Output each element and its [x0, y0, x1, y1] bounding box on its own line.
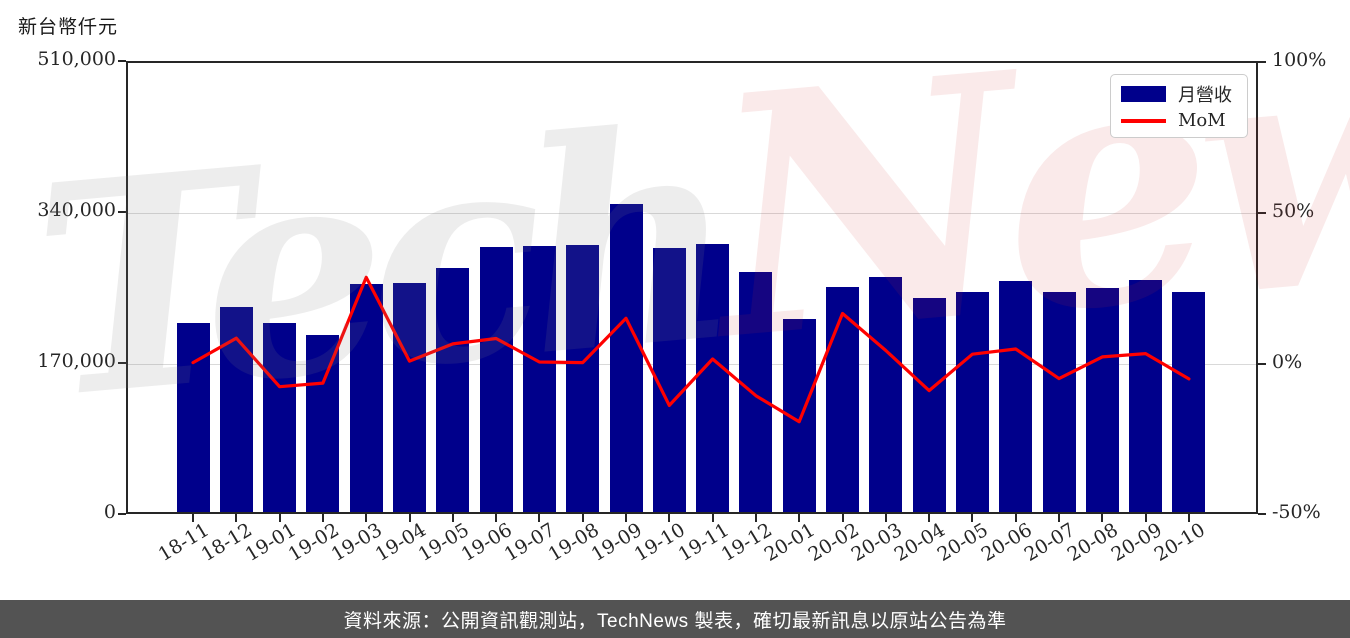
- bottom-tick: [928, 514, 931, 522]
- bottom-tick: [841, 514, 844, 522]
- bottom-tick: [1187, 514, 1190, 522]
- revenue-bar-20-08: [1085, 287, 1119, 514]
- mom-line: [191, 275, 1191, 424]
- bottom-tick: [971, 514, 974, 522]
- revenue-bar-19-05: [436, 267, 470, 514]
- bottom-tick: [408, 514, 411, 522]
- bottom-tick: [538, 514, 541, 522]
- y-axis-title: 新台幣仟元: [18, 17, 119, 38]
- legend-item-revenue: 月營收: [1121, 81, 1237, 107]
- gridline: [126, 212, 1258, 214]
- right-tick-label: -50%: [1272, 501, 1321, 524]
- bottom-tick: [798, 514, 801, 522]
- revenue-bar-20-09: [1129, 279, 1163, 514]
- bottom-tick: [365, 514, 368, 522]
- left-tick-label: 170,000: [37, 350, 116, 372]
- plot-area: [126, 61, 1258, 514]
- gridline: [126, 363, 1258, 365]
- legend-item-mom: MoM: [1121, 110, 1237, 131]
- revenue-bar-19-11: [696, 243, 730, 514]
- bottom-tick: [754, 514, 757, 522]
- revenue-bar-19-01: [263, 323, 297, 514]
- legend: 月營收 MoM: [1110, 74, 1248, 138]
- source-footer: 資料來源：公開資訊觀測站，TechNews 製表，確切最新訊息以原站公告為準: [0, 600, 1350, 638]
- bottom-tick: [1058, 514, 1060, 522]
- left-tick-label: 510,000: [37, 48, 116, 70]
- right-tick: [1258, 513, 1266, 516]
- bottom-tick: [1144, 514, 1147, 522]
- bottom-tick: [192, 514, 194, 522]
- revenue-bar-19-02: [306, 335, 340, 514]
- bottom-tick: [625, 514, 627, 522]
- legend-mom-label: MoM: [1178, 110, 1226, 132]
- revenue-bar-20-06: [999, 280, 1033, 514]
- right-tick: [1258, 211, 1266, 214]
- right-tick: [1258, 362, 1266, 365]
- bottom-tick: [495, 514, 498, 522]
- left-tick: [118, 211, 126, 213]
- right-tick-label: 50%: [1272, 199, 1315, 222]
- revenue-bar-19-08: [566, 244, 600, 514]
- revenue-bar-19-07: [522, 245, 556, 514]
- revenue-bar-20-03: [869, 276, 903, 514]
- revenue-bar-19-03: [349, 284, 383, 514]
- revenue-bar-18-12: [219, 307, 253, 514]
- revenue-bar-19-12: [739, 272, 773, 514]
- revenue-swatch-icon: [1121, 85, 1166, 102]
- plot-frame: [126, 61, 1258, 514]
- bottom-tick: [711, 514, 714, 522]
- left-tick: [118, 60, 126, 62]
- bottom-tick: [1101, 514, 1104, 522]
- revenue-bar-19-06: [479, 247, 513, 514]
- mom-swatch-icon: [1121, 118, 1166, 123]
- bottom-tick: [884, 514, 887, 522]
- revenue-bar-19-04: [393, 282, 426, 514]
- revenue-bar-20-07: [1042, 292, 1076, 514]
- bottom-tick: [451, 514, 454, 522]
- right-tick-label: 0%: [1272, 350, 1303, 373]
- revenue-bar-20-04: [912, 298, 946, 514]
- left-tick-label: 340,000: [37, 199, 116, 221]
- right-tick: [1258, 61, 1266, 64]
- left-tick-label: 0: [103, 501, 116, 523]
- bottom-tick: [321, 514, 324, 522]
- source-footer-text: 資料來源：公開資訊觀測站，TechNews 製表，確切最新訊息以原站公告為準: [343, 610, 1007, 632]
- revenue-bar-20-10: [1172, 291, 1206, 514]
- bottom-tick: [581, 514, 584, 522]
- left-tick: [118, 362, 126, 364]
- bottom-tick: [668, 514, 671, 522]
- right-tick-label: 100%: [1272, 49, 1327, 72]
- bottom-tick: [235, 514, 238, 522]
- bottom-tick: [278, 514, 281, 522]
- revenue-bar-20-05: [955, 291, 989, 514]
- legend-revenue-label: 月營收: [1178, 84, 1232, 106]
- revenue-bar-19-09: [609, 204, 643, 514]
- bottom-tick: [1014, 514, 1017, 522]
- left-tick: [118, 513, 126, 515]
